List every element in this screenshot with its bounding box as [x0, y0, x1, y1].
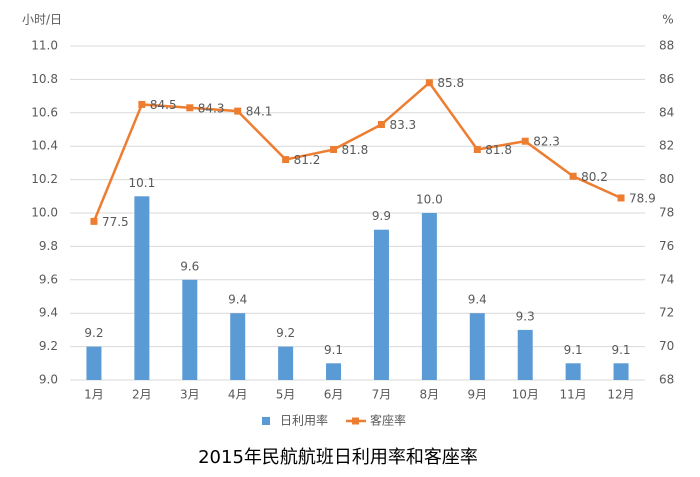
data-label: 84.5 — [150, 98, 177, 112]
data-label: 9.9 — [372, 209, 391, 223]
line-marker — [186, 104, 194, 112]
x-tick-label: 5月 — [276, 388, 296, 402]
y2-tick-label: 88 — [659, 39, 674, 53]
line-marker — [282, 156, 290, 164]
x-tick-label: 6月 — [324, 388, 344, 402]
bar — [278, 346, 294, 380]
data-label: 77.5 — [102, 215, 129, 229]
bar — [613, 363, 629, 380]
y2-tick-label: 80 — [659, 172, 674, 186]
y-tick-label: 10.4 — [31, 139, 58, 153]
y2-tick-label: 70 — [659, 339, 674, 353]
line-marker — [425, 79, 433, 87]
y-tick-label: 9.0 — [39, 373, 58, 387]
data-label: 9.4 — [468, 293, 487, 307]
y2-tick-label: 82 — [659, 139, 674, 153]
data-label: 9.1 — [324, 343, 343, 357]
data-label: 9.3 — [516, 309, 535, 323]
line-marker — [234, 107, 242, 115]
data-label: 10.1 — [129, 176, 156, 190]
data-label: 83.3 — [389, 118, 416, 132]
x-tick-label: 10月 — [512, 388, 539, 402]
y2-tick-label: 72 — [659, 306, 674, 320]
line-marker — [377, 120, 385, 128]
line-marker — [138, 100, 146, 108]
data-label: 81.8 — [342, 143, 369, 157]
data-label: 9.2 — [276, 326, 295, 340]
x-tick-label: 1月 — [84, 388, 104, 402]
y2-tick-label: 78 — [659, 206, 674, 220]
x-tick-label: 2月 — [132, 388, 152, 402]
legend-swatch — [352, 417, 360, 425]
bar — [565, 363, 581, 380]
legend-swatch — [262, 417, 270, 425]
y-tick-label: 9.2 — [39, 339, 58, 353]
data-label: 9.2 — [84, 326, 103, 340]
y-tick-label: 10.2 — [31, 172, 58, 186]
data-label: 9.4 — [228, 293, 247, 307]
data-label: 80.2 — [581, 170, 608, 184]
x-tick-label: 4月 — [228, 388, 248, 402]
y-tick-label: 9.4 — [39, 306, 58, 320]
x-tick-label: 7月 — [372, 388, 392, 402]
y2-tick-label: 86 — [659, 72, 674, 86]
bar — [326, 363, 342, 380]
line-marker — [617, 194, 625, 202]
y2-tick-label: 84 — [659, 105, 674, 119]
y-tick-label: 10.0 — [31, 206, 58, 220]
bar — [182, 279, 198, 380]
legend-label: 日利用率 — [280, 413, 328, 428]
y-tick-label: 10.8 — [31, 72, 58, 86]
bar — [230, 313, 246, 380]
data-label: 81.8 — [485, 143, 512, 157]
data-label: 9.1 — [611, 343, 630, 357]
legend-label: 客座率 — [370, 413, 406, 428]
data-label: 10.0 — [416, 193, 443, 207]
bar — [373, 229, 389, 380]
bar — [86, 346, 102, 380]
bar — [134, 196, 150, 380]
y2-tick-label: 76 — [659, 239, 674, 253]
y-tick-label: 9.6 — [39, 272, 58, 286]
y2-axis-label: % — [662, 13, 673, 27]
data-label: 85.8 — [437, 76, 464, 90]
line-marker — [473, 146, 481, 154]
data-label: 84.3 — [198, 101, 225, 115]
data-label: 82.3 — [533, 135, 560, 149]
bar — [469, 313, 485, 380]
data-label: 9.1 — [564, 343, 583, 357]
chart-title: 2015年民航航班日利用率和客座率 — [198, 447, 478, 468]
data-label: 9.6 — [180, 259, 199, 273]
y-axis-label: 小时/日 — [22, 13, 62, 27]
line-marker — [521, 137, 529, 145]
y2-tick-label: 68 — [659, 373, 674, 387]
bar — [517, 329, 533, 380]
line — [92, 80, 622, 222]
y-tick-label: 10.6 — [31, 105, 58, 119]
y-tick-label: 9.8 — [39, 239, 58, 253]
bar — [421, 213, 437, 380]
x-tick-label: 3月 — [180, 388, 200, 402]
x-tick-label: 12月 — [607, 388, 634, 402]
x-tick-label: 8月 — [420, 388, 440, 402]
data-label: 84.1 — [246, 105, 273, 119]
x-tick-label: 11月 — [559, 388, 586, 402]
data-label: 78.9 — [629, 191, 656, 205]
y-tick-label: 11.0 — [31, 39, 58, 53]
line-marker — [90, 217, 98, 225]
x-tick-label: 9月 — [467, 388, 487, 402]
data-label: 81.2 — [294, 153, 321, 167]
line-marker — [330, 146, 338, 154]
y2-tick-label: 74 — [659, 272, 674, 286]
line-marker — [569, 172, 577, 180]
